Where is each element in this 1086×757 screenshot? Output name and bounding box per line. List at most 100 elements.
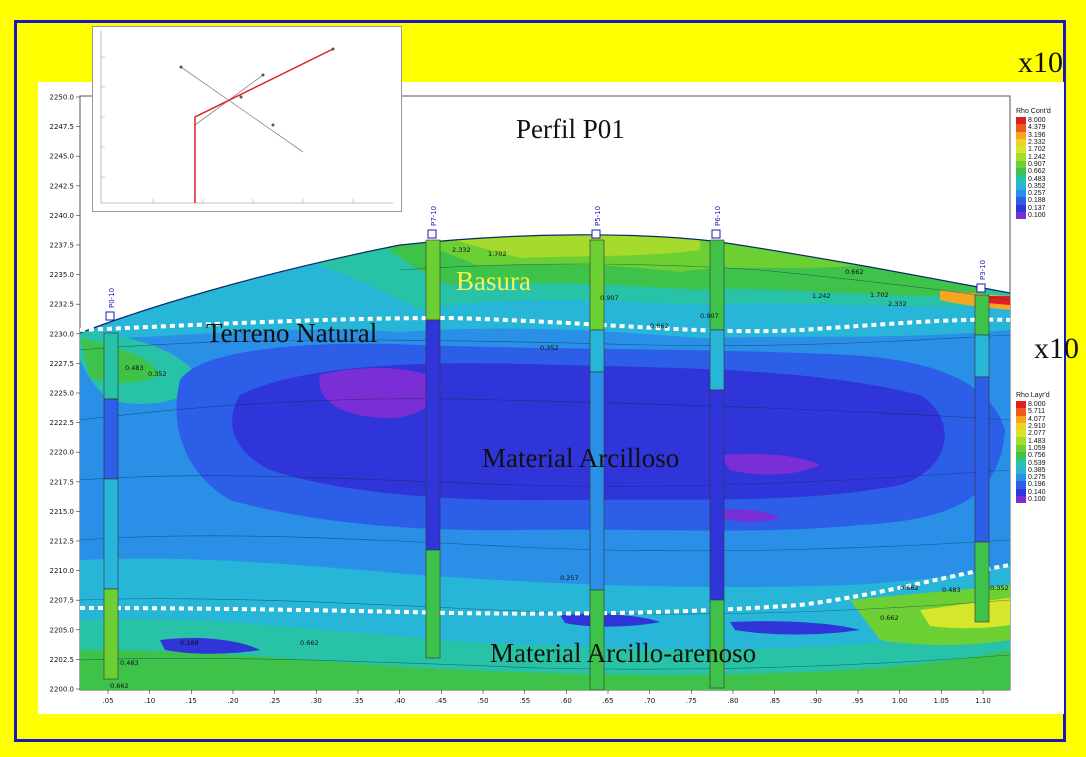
contour-label: 0.662 bbox=[880, 614, 899, 622]
x-tick-label: .40 bbox=[394, 697, 405, 705]
location-inset-map bbox=[92, 26, 402, 212]
legend-row: 0.137 bbox=[1016, 204, 1051, 212]
legend-swatch bbox=[1016, 131, 1026, 139]
unit-label-top: x10 bbox=[1018, 46, 1063, 79]
legend-row: 0.100 bbox=[1016, 495, 1050, 504]
x-axis: .05 .10 .15 .20 .25 .30 .35 .40 .45 .50 .55 .60 .65.… bbox=[102, 690, 991, 705]
legend-swatch bbox=[1016, 153, 1026, 161]
legend-row: 0.257 bbox=[1016, 189, 1051, 198]
legend-value: 0.275 bbox=[1028, 474, 1046, 482]
legend-swatch bbox=[1016, 211, 1026, 220]
legend-value: 4.077 bbox=[1028, 415, 1046, 423]
legend-swatch bbox=[1016, 437, 1026, 445]
borehole-P5-10 bbox=[589, 229, 605, 691]
y-tick-label: 2242.5 bbox=[50, 182, 75, 190]
legend-swatch bbox=[1016, 189, 1026, 198]
x-tick-label: .20 bbox=[227, 697, 238, 705]
legend-swatch bbox=[1016, 117, 1026, 125]
contour-label: 0.483 bbox=[125, 364, 144, 372]
contour-label: 0.907 bbox=[600, 294, 619, 302]
legend-row: 0.539 bbox=[1016, 459, 1050, 467]
x-tick-label: 1.00 bbox=[892, 697, 908, 705]
y-tick-label: 2232.5 bbox=[50, 301, 75, 309]
borehole-P0-10 bbox=[103, 311, 119, 680]
legend-value: 0.257 bbox=[1028, 190, 1046, 198]
y-tick-label: 2215.0 bbox=[50, 508, 75, 516]
y-tick-label: 2207.5 bbox=[50, 597, 75, 605]
y-tick-label: 2212.5 bbox=[50, 538, 75, 546]
legend-swatch bbox=[1016, 415, 1026, 423]
legend-row: 1.059 bbox=[1016, 444, 1050, 453]
legend-value: 8.000 bbox=[1028, 117, 1046, 125]
y-tick-label: 2247.5 bbox=[50, 123, 75, 131]
legend-row: 1.242 bbox=[1016, 153, 1051, 161]
x-tick-label: .60 bbox=[561, 697, 572, 705]
contour-label: 2.332 bbox=[452, 246, 471, 254]
legend-swatch bbox=[1016, 204, 1026, 212]
x-tick-label: .35 bbox=[352, 697, 363, 705]
contour-label: 0.188 bbox=[180, 639, 199, 647]
legend-value: 0.100 bbox=[1028, 496, 1046, 503]
contour-label: 0.483 bbox=[942, 586, 961, 594]
x-tick-label: 1.05 bbox=[934, 697, 950, 705]
legend-value: 3.196 bbox=[1028, 131, 1046, 139]
legend-swatch bbox=[1016, 473, 1026, 482]
legend-row: 0.907 bbox=[1016, 160, 1051, 169]
unit-label-middle: x10 bbox=[1034, 332, 1079, 365]
legend-row: 0.196 bbox=[1016, 481, 1050, 489]
contour-label: 1.242 bbox=[812, 292, 831, 300]
legend-value: 0.662 bbox=[1028, 168, 1046, 176]
legend-value: 0.137 bbox=[1028, 204, 1046, 212]
legend-swatch bbox=[1016, 124, 1026, 132]
legend-value: 2.910 bbox=[1028, 423, 1046, 431]
legend-swatch bbox=[1016, 452, 1026, 460]
contour-label: 0.662 bbox=[300, 639, 319, 647]
legend-value: 2.077 bbox=[1028, 430, 1046, 438]
legend-value: 0.385 bbox=[1028, 466, 1046, 474]
x-tick-label: .50 bbox=[477, 697, 488, 705]
legend-swatch bbox=[1016, 146, 1026, 154]
legend-row: 0.275 bbox=[1016, 473, 1050, 482]
legend-title: Rho Cont'd bbox=[1016, 108, 1051, 115]
y-axis: 2250.0 2247.5 2245.0 2242.5 2240.0 2237.5 2235… bbox=[50, 94, 80, 694]
legend-swatch bbox=[1016, 168, 1026, 176]
legend-value: 1.242 bbox=[1028, 153, 1046, 161]
legend-row: 4.379 bbox=[1016, 124, 1051, 132]
y-tick-label: 2240.0 bbox=[50, 212, 75, 220]
contour-label: 0.907 bbox=[700, 312, 719, 320]
contour-label: 0.352 bbox=[540, 344, 559, 352]
contour-label: 0.352 bbox=[990, 584, 1009, 592]
borehole-label: P5-10 bbox=[594, 206, 602, 226]
x-tick-label: .45 bbox=[436, 697, 447, 705]
legend-value: 0.100 bbox=[1028, 212, 1046, 219]
x-tick-label: .70 bbox=[644, 697, 655, 705]
contour-label: 0.483 bbox=[120, 659, 139, 667]
contour-label: 0.352 bbox=[148, 370, 167, 378]
legend-swatch bbox=[1016, 182, 1026, 190]
borehole-label: P7-10 bbox=[430, 206, 438, 226]
legend-row: 0.756 bbox=[1016, 452, 1050, 460]
x-tick-label: 1.10 bbox=[975, 697, 991, 705]
legend-row: 0.188 bbox=[1016, 197, 1051, 205]
y-tick-label: 2245.0 bbox=[50, 153, 75, 161]
legend-swatch bbox=[1016, 488, 1026, 496]
legend-swatch bbox=[1016, 444, 1026, 453]
legend-row: 1.483 bbox=[1016, 437, 1050, 445]
y-tick-label: 2230.0 bbox=[50, 330, 75, 338]
x-tick-label: .75 bbox=[686, 697, 697, 705]
legend-row: 1.702 bbox=[1016, 146, 1051, 154]
legend-swatch bbox=[1016, 175, 1026, 183]
terreno-natural-boundary bbox=[79, 315, 1011, 334]
section-title: Perfil P01 bbox=[516, 114, 625, 144]
y-tick-label: 2202.5 bbox=[50, 656, 75, 664]
y-tick-label: 2220.0 bbox=[50, 449, 75, 457]
y-tick-label: 2225.0 bbox=[50, 390, 75, 398]
x-tick-label: .90 bbox=[811, 697, 822, 705]
slide-border bbox=[14, 20, 1066, 742]
legend-swatch bbox=[1016, 422, 1026, 431]
borehole-label: P3-10 bbox=[979, 260, 987, 280]
y-tick-label: 2205.0 bbox=[50, 626, 75, 634]
y-tick-label: 2227.5 bbox=[50, 360, 75, 368]
legend-row: 3.196 bbox=[1016, 131, 1051, 139]
legend-value: 5.711 bbox=[1028, 408, 1045, 416]
